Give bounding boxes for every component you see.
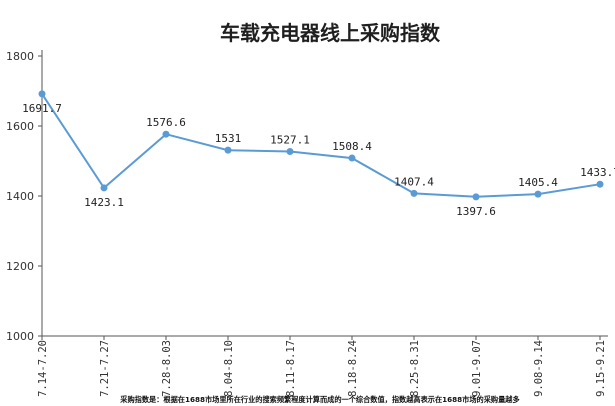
data-point [286,148,294,156]
x-tick-label: 9.01-9.07 [471,340,483,397]
series-points-layer [38,90,604,201]
data-label: 1405.4 [518,176,558,189]
x-tick-label: 8.25-8.31 [409,340,421,397]
data-label: 1423.1 [84,196,124,209]
data-labels-layer: 1691.7 1423.1 1576.6 1531 1527.1 1508.4 1407.4… [22,102,615,218]
y-tick-label: 1000 [6,330,34,343]
series-line [41,93,601,198]
data-point [162,130,170,138]
y-tick-label: 1200 [6,260,34,273]
data-point [472,193,480,201]
data-point [348,154,356,162]
data-label: 1508.4 [332,140,372,153]
axes: 1000 1200 1400 1600 1800 7.14-7.20 7.21-7.27 7.… [6,50,608,397]
series-line-layer [41,93,601,198]
chart-footnote: 采购指数是：根据在1688市场里所在行业的搜索频繁程度计算而成的一个综合数值，指… [119,395,519,404]
data-label: 1531 [215,132,242,145]
data-point [224,146,232,154]
x-tick-label: 9.08-9.14 [533,340,545,397]
data-label: 1691.7 [22,102,62,115]
x-tick-label: 7.14-7.20 [37,340,49,397]
y-tick-label: 1800 [6,50,34,63]
x-tick-label: 8.18-8.24 [347,340,359,397]
data-point [410,189,418,197]
y-tick-label: 1400 [6,190,34,203]
x-tick-label: 8.04-8.10 [223,340,235,397]
data-point [100,184,108,192]
data-point [534,190,542,198]
x-tick-label: 7.21-7.27 [99,340,111,397]
y-tick-label: 1600 [6,120,34,133]
x-tick-label: 9.15-9.21 [595,340,607,397]
data-label: 1407.4 [394,175,434,188]
data-label: 1576.6 [146,116,186,129]
data-label: 1433.7 [580,166,615,179]
chart-title: 车载充电器线上采购指数 [220,21,441,45]
x-tick-label: 7.28-8.03 [161,340,173,397]
data-point [38,90,46,98]
x-tick-label: 8.11-8.17 [285,340,297,397]
data-label: 1527.1 [270,134,310,147]
data-point [596,180,604,188]
data-label: 1397.6 [456,205,496,218]
